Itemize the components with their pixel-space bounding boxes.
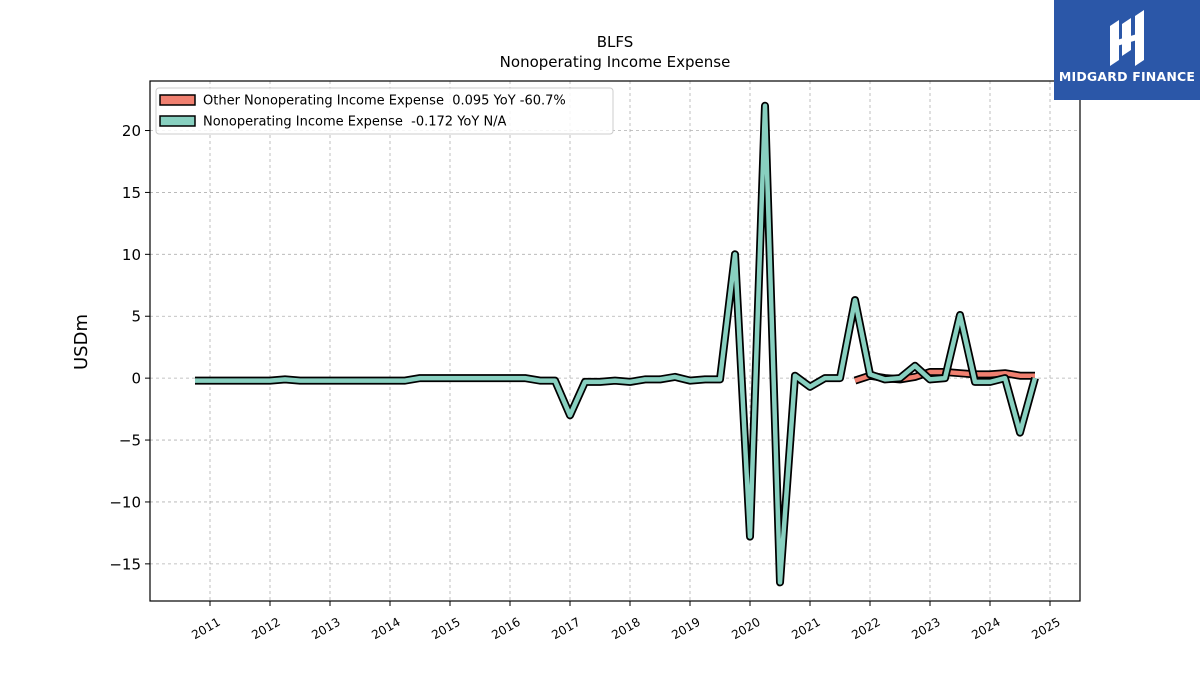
y-tick-label: 20 bbox=[122, 122, 141, 140]
legend: Other Nonoperating Income Expense 0.095 … bbox=[155, 87, 614, 135]
x-tick-label: 2024 bbox=[969, 615, 1002, 642]
series-outline-2 bbox=[195, 101, 1039, 587]
series-lines bbox=[195, 101, 1039, 587]
x-tick-label: 2019 bbox=[669, 615, 702, 642]
legend-label-1: Other Nonoperating Income Expense 0.095 … bbox=[203, 94, 566, 109]
x-tick-label: 2012 bbox=[249, 615, 282, 642]
x-tick-label: 2020 bbox=[729, 615, 762, 642]
series-line-2 bbox=[195, 103, 1038, 585]
x-tick-label: 2014 bbox=[369, 615, 402, 642]
x-tick-label: 2023 bbox=[909, 615, 942, 642]
legend-swatch-1 bbox=[159, 94, 196, 106]
chart-subtitle: Nonoperating Income Expense bbox=[500, 53, 731, 71]
brand-name: MIDGARD FINANCE bbox=[1058, 69, 1196, 84]
grid-lines bbox=[150, 81, 1080, 601]
y-tick-label: −5 bbox=[119, 432, 141, 450]
x-tick-label: 2022 bbox=[849, 615, 882, 642]
legend-box bbox=[155, 87, 614, 135]
plot-frame bbox=[149, 80, 1081, 602]
y-tick-label: 0 bbox=[131, 370, 141, 388]
chart-title: BLFS bbox=[597, 33, 634, 51]
legend-label-2: Nonoperating Income Expense -0.172 YoY N… bbox=[203, 115, 507, 130]
y-tick-label: −10 bbox=[109, 493, 141, 511]
brand-logo: MIDGARD FINANCE bbox=[1054, 0, 1200, 100]
x-tick-label: 2016 bbox=[489, 615, 522, 642]
x-tick-label: 2013 bbox=[309, 615, 342, 642]
x-tick-label: 2021 bbox=[789, 615, 822, 642]
x-tick-label: 2015 bbox=[429, 615, 462, 642]
y-tick-label: 5 bbox=[131, 308, 141, 326]
x-tick-label: 2017 bbox=[549, 615, 582, 642]
y-tick-label: −15 bbox=[109, 555, 141, 573]
x-tick-label: 2018 bbox=[609, 615, 642, 642]
midgard-logo-icon bbox=[1110, 10, 1144, 66]
y-axis-label: USDm bbox=[71, 314, 92, 370]
legend-swatch-2 bbox=[159, 115, 196, 127]
x-tick-label: 2025 bbox=[1029, 615, 1062, 642]
y-tick-label: 10 bbox=[122, 246, 141, 264]
x-tick-label: 2011 bbox=[189, 615, 222, 642]
y-tick-label: 15 bbox=[122, 184, 141, 202]
